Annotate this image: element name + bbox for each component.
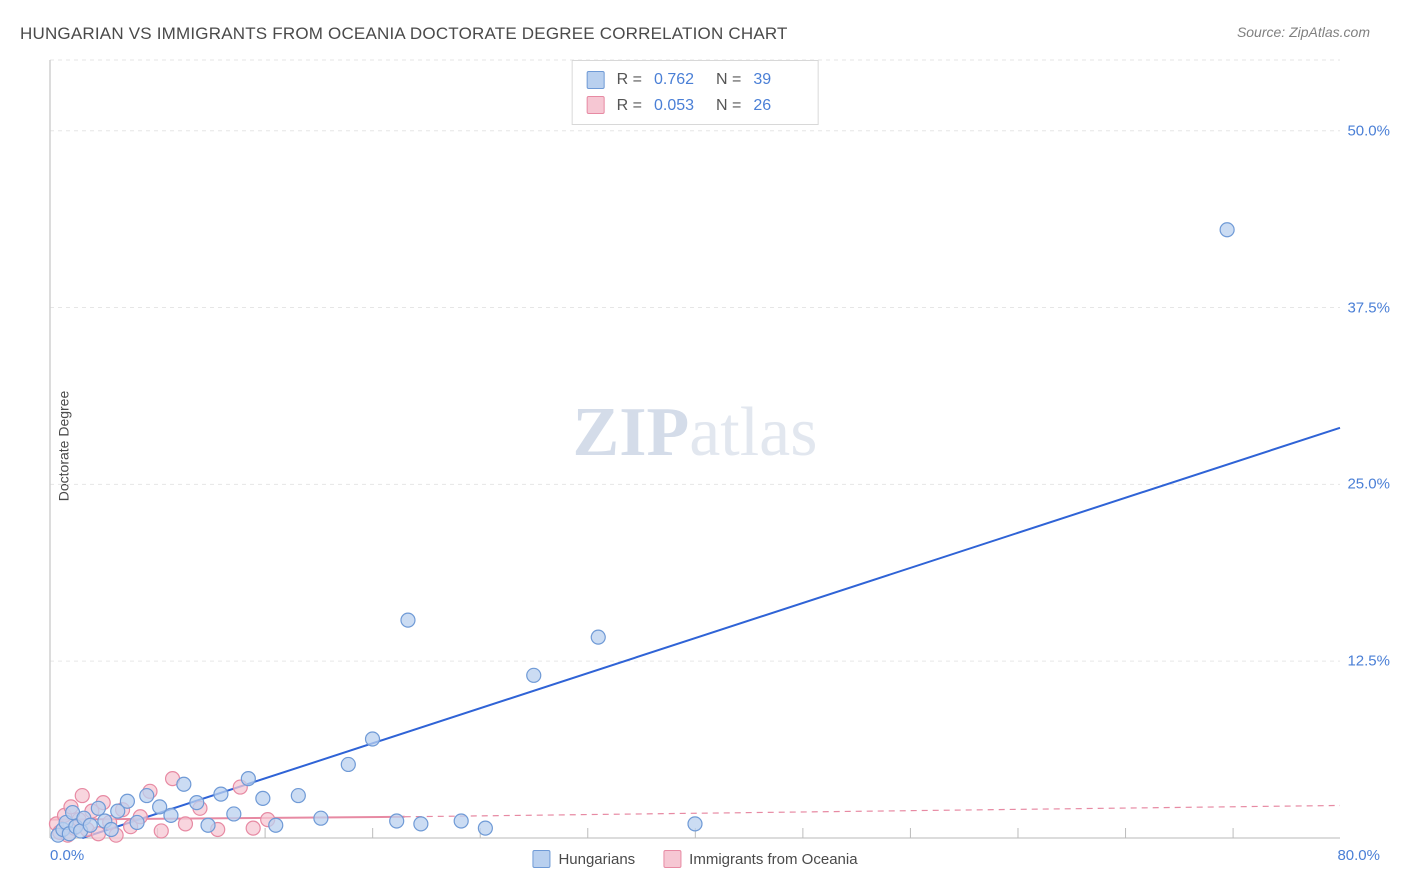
legend-item-1: Hungarians	[532, 850, 635, 868]
stats-r-label: R =	[617, 67, 642, 93]
source-attribution: Source: ZipAtlas.com	[1237, 24, 1370, 40]
y-tick-label: 37.5%	[1340, 299, 1390, 316]
stats-legend-box: R = 0.762 N = 39 R = 0.053 N = 26	[572, 60, 819, 125]
y-tick-label: 50.0%	[1340, 122, 1390, 139]
series2-r-value: 0.053	[654, 93, 704, 119]
series1-swatch-icon	[587, 71, 605, 89]
series2-n-value: 26	[753, 93, 803, 119]
y-tick-label: 12.5%	[1340, 653, 1390, 670]
stats-n-label: N =	[716, 67, 741, 93]
stats-r-label: R =	[617, 93, 642, 119]
legend-label-2: Immigrants from Oceania	[689, 851, 857, 868]
plot-area: ZIPatlas 12.5%25.0%37.5%50.0% 0.0% 80.0%…	[50, 60, 1340, 838]
x-origin-label: 0.0%	[50, 847, 84, 864]
series2-swatch-icon	[663, 850, 681, 868]
legend-item-2: Immigrants from Oceania	[663, 850, 857, 868]
stats-n-label: N =	[716, 93, 741, 119]
scatter-chart	[50, 60, 1340, 838]
stats-row-1: R = 0.762 N = 39	[587, 67, 804, 93]
chart-title: HUNGARIAN VS IMMIGRANTS FROM OCEANIA DOC…	[20, 24, 788, 44]
series1-n-value: 39	[753, 67, 803, 93]
series1-r-value: 0.762	[654, 67, 704, 93]
series2-swatch-icon	[587, 96, 605, 114]
series1-swatch-icon	[532, 850, 550, 868]
stats-row-2: R = 0.053 N = 26	[587, 93, 804, 119]
legend-label-1: Hungarians	[558, 851, 635, 868]
legend-bottom: Hungarians Immigrants from Oceania	[532, 850, 857, 868]
x-max-label: 80.0%	[1337, 847, 1380, 864]
y-tick-label: 25.0%	[1340, 476, 1390, 493]
